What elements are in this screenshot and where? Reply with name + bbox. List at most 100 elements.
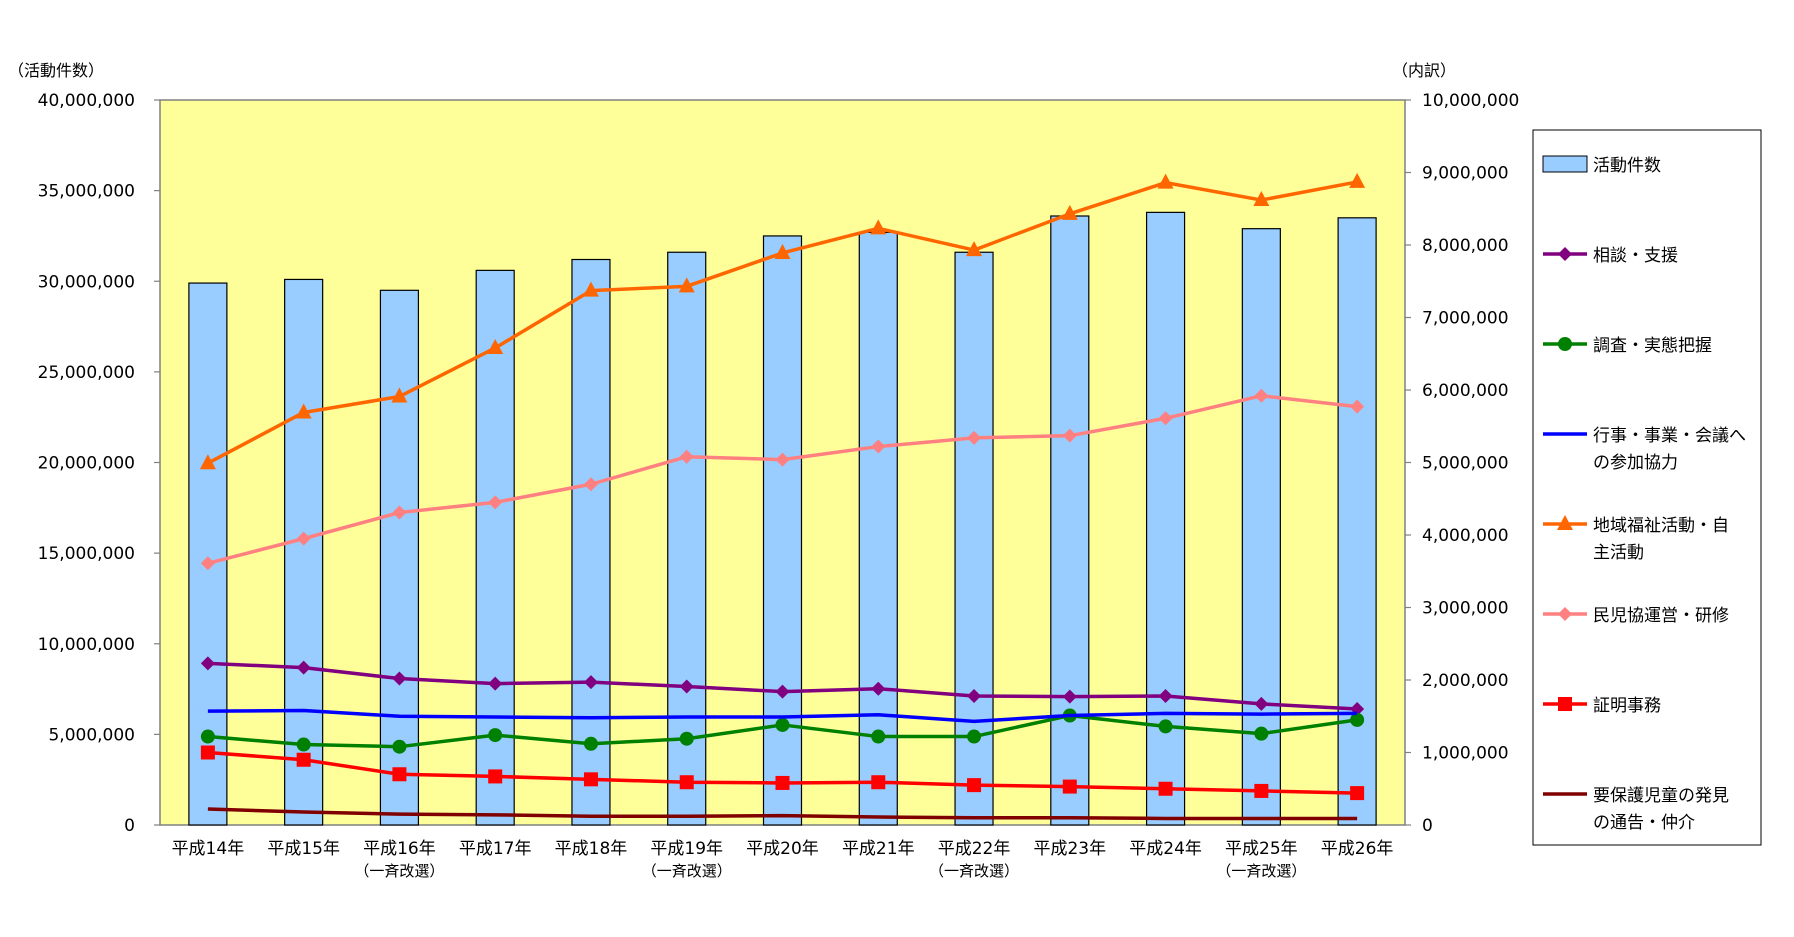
x-axis: 平成14年 平成15年 平成16年 （一斉改選） 平成17年 平成18年 平成19年 （一斉改…	[172, 839, 1394, 880]
series-3-point-12	[1349, 172, 1366, 188]
legend-label-7-1: の通告・仲介	[1593, 813, 1695, 833]
series-0-point-0	[200, 656, 215, 671]
series-0-point-9	[1062, 689, 1077, 704]
series-1-point-10	[1158, 719, 1173, 734]
right-tick-label-9: 9,000,000	[1422, 164, 1509, 184]
x-tick-note-11: （一斉改選）	[1216, 862, 1306, 880]
x-tick-label-1: 平成15年	[267, 839, 340, 859]
x-tick-label-6: 平成20年	[746, 839, 819, 859]
legend-label-4-0: 地域福祉活動・自	[1593, 516, 1729, 536]
series-1-point-3	[488, 728, 503, 743]
right-axis-unit-label: （内訳）	[1392, 61, 1456, 80]
bar-activity-1	[284, 278, 324, 826]
x-tick-label-5: 平成19年	[650, 839, 723, 859]
series-4-point-12	[1350, 399, 1365, 414]
right-tick-label-7: 7,000,000	[1422, 309, 1509, 329]
series-5-point-5	[679, 775, 694, 790]
series-5-point-7	[871, 775, 886, 790]
x-tick-label-4: 平成18年	[555, 839, 628, 859]
series-3-point-5	[678, 277, 695, 293]
series-5-point-10	[1158, 781, 1173, 796]
series-5-point-1	[296, 752, 311, 767]
series-3-point-4	[582, 281, 599, 297]
series-1-point-7	[871, 729, 886, 744]
series-3-point-9	[1061, 204, 1078, 220]
series-5-point-3	[488, 769, 503, 784]
x-tick-label-0: 平成14年	[172, 839, 245, 859]
series-0-point-11	[1254, 696, 1269, 711]
series-0-point-10	[1158, 688, 1173, 703]
legend-marker-5	[1558, 607, 1572, 621]
series-3-point-11	[1253, 191, 1270, 207]
bar-activity-0	[188, 282, 228, 826]
series-1-point-11	[1254, 726, 1269, 741]
legend-label-0-0: 活動件数	[1593, 156, 1661, 176]
legend-label-7-0: 要保護児童の発見	[1593, 786, 1729, 806]
legend-marker-1	[1558, 247, 1572, 261]
left-tick-label-4: 20,000,000	[38, 454, 135, 474]
series-line-2	[207, 708, 1358, 724]
legend-label-4-1: 主活動	[1593, 543, 1644, 563]
series-5-point-0	[200, 745, 215, 760]
right-tick-label-3: 3,000,000	[1422, 599, 1509, 619]
x-tick-note-2: （一斉改選）	[354, 862, 444, 880]
right-tick-label-4: 4,000,000	[1422, 526, 1509, 546]
left-tick-label-3: 15,000,000	[38, 544, 135, 564]
series-1-point-2	[392, 739, 407, 754]
series-3-point-7	[870, 219, 887, 235]
series-5-point-9	[1062, 779, 1077, 794]
bar-activity-12	[1337, 217, 1377, 826]
right-tick-label-8: 8,000,000	[1422, 236, 1509, 256]
series-4-point-5	[679, 449, 694, 464]
right-tick-label-5: 5,000,000	[1422, 454, 1509, 474]
series-4-point-4	[583, 477, 598, 492]
legend-label-5-0: 民児協運営・研修	[1593, 606, 1729, 626]
x-tick-label-3: 平成17年	[459, 839, 532, 859]
x-tick-label-8: 平成22年	[938, 839, 1011, 859]
series-0-point-1	[296, 660, 311, 675]
x-tick-label-11: 平成25年	[1225, 839, 1298, 859]
series-0-point-4	[583, 675, 598, 690]
right-tick-label-0: 0	[1422, 816, 1433, 836]
series-4-point-6	[775, 452, 790, 467]
legend-label-1-0: 相談・支援	[1593, 246, 1678, 266]
series-4-point-2	[392, 505, 407, 520]
bar-activity-11	[1241, 228, 1281, 826]
series-5-point-8	[967, 778, 982, 793]
series-1-point-12	[1350, 712, 1365, 727]
series-3-point-6	[774, 243, 791, 259]
series-4-point-1	[296, 531, 311, 546]
series-4-point-7	[871, 439, 886, 454]
legend-marker-4	[1557, 515, 1573, 530]
series-4-point-0	[200, 556, 215, 571]
bar-activity-9	[1050, 215, 1090, 826]
legend-swatch-0	[1542, 155, 1588, 173]
bar-activity-6	[762, 235, 803, 826]
legend-label-3-1: の参加協力	[1593, 453, 1678, 473]
series-0-point-5	[679, 679, 694, 694]
legend-marker-2	[1558, 337, 1572, 351]
series-3-point-1	[295, 403, 312, 419]
series-4-point-9	[1062, 428, 1077, 443]
series-4-point-11	[1254, 388, 1269, 403]
series-3-point-10	[1157, 173, 1174, 189]
series-3-point-3	[487, 338, 504, 354]
x-tick-label-2: 平成16年	[363, 839, 436, 859]
right-tick-label-10: 10,000,000	[1422, 91, 1519, 111]
right-y-axis: 0 1,000,000 2,000,000 3,000,000 4,000,000 5,0…	[1405, 91, 1519, 836]
left-y-axis: 0 5,000,000 10,000,000 15,000,000 20,000,000…	[38, 91, 160, 836]
x-tick-label-9: 平成23年	[1033, 839, 1106, 859]
bar-activity-7	[858, 231, 898, 826]
series-5-point-4	[583, 772, 598, 787]
series-3-point-0	[199, 454, 216, 470]
series-0-point-7	[871, 681, 886, 696]
legend-label-3-0: 行事・事業・会議へ	[1593, 426, 1746, 446]
x-tick-label-12: 平成26年	[1321, 839, 1394, 859]
series-0-point-8	[967, 688, 982, 703]
series-5-point-11	[1254, 783, 1269, 798]
left-tick-label-8: 40,000,000	[38, 91, 135, 111]
bar-activity-8	[954, 251, 994, 826]
bar-activity-2	[379, 289, 420, 826]
bar-activity-5	[667, 251, 707, 826]
